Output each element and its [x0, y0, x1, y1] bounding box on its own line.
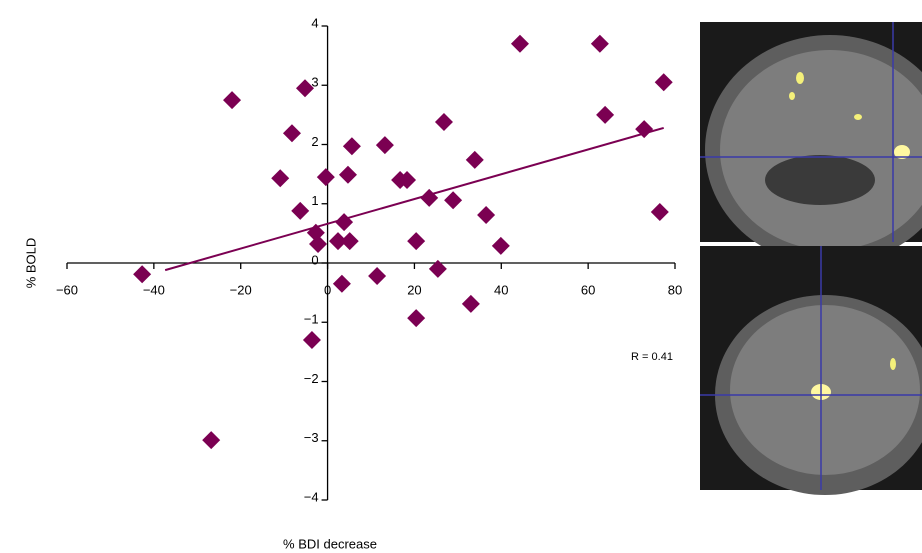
- x-tick-label: −60: [56, 282, 78, 297]
- y-tick-label: 4: [311, 15, 318, 30]
- point: [420, 189, 438, 207]
- activation: [854, 114, 862, 120]
- y-tick-label: −4: [304, 489, 319, 504]
- ventricle: [765, 155, 875, 205]
- point: [341, 232, 359, 250]
- point: [317, 168, 335, 186]
- figure: % BOLD % BDI decrease R = 0.41 −60−40−20…: [0, 0, 922, 553]
- point: [596, 106, 614, 124]
- point: [291, 202, 309, 220]
- point: [466, 151, 484, 169]
- y-tick-label: −3: [304, 430, 319, 445]
- y-axis-label: % BOLD: [23, 238, 38, 289]
- point: [339, 166, 357, 184]
- point: [376, 136, 394, 154]
- point: [477, 206, 495, 224]
- x-tick-label: 20: [407, 282, 421, 297]
- activation: [890, 358, 896, 370]
- x-tick-label: 0: [324, 282, 331, 297]
- point: [309, 235, 327, 253]
- y-tick-label: 1: [311, 193, 318, 208]
- point: [202, 431, 220, 449]
- point: [303, 331, 321, 349]
- point: [591, 35, 609, 53]
- point: [223, 91, 241, 109]
- point: [444, 191, 462, 209]
- x-tick-label: −20: [230, 282, 252, 297]
- point: [655, 73, 673, 91]
- x-tick-label: 40: [494, 282, 508, 297]
- x-axis-label: % BDI decrease: [283, 536, 377, 551]
- y-tick-label: 0: [311, 252, 318, 267]
- point: [283, 124, 301, 142]
- brain-images: [700, 22, 922, 495]
- activation: [789, 92, 795, 100]
- x-tick-label: −40: [143, 282, 165, 297]
- point: [343, 137, 361, 155]
- point: [335, 213, 353, 231]
- point: [368, 267, 386, 285]
- page: {"chart_data": {"type": "scatter", "x_la…: [0, 0, 922, 553]
- point: [133, 265, 151, 283]
- point: [407, 232, 425, 250]
- point: [511, 35, 529, 53]
- point: [435, 113, 453, 131]
- annotation: R = 0.41: [631, 351, 673, 363]
- x-tick-label: 80: [668, 282, 682, 297]
- trendline: [165, 128, 664, 270]
- point: [462, 295, 480, 313]
- y-tick-label: −2: [304, 371, 319, 386]
- point: [492, 237, 510, 255]
- point: [651, 203, 669, 221]
- point: [407, 309, 425, 327]
- activation: [796, 72, 804, 84]
- point: [333, 275, 351, 293]
- point: [271, 169, 289, 187]
- y-tick-label: 2: [311, 134, 318, 149]
- y-tick-label: −1: [304, 312, 319, 327]
- x-tick-label: 60: [581, 282, 595, 297]
